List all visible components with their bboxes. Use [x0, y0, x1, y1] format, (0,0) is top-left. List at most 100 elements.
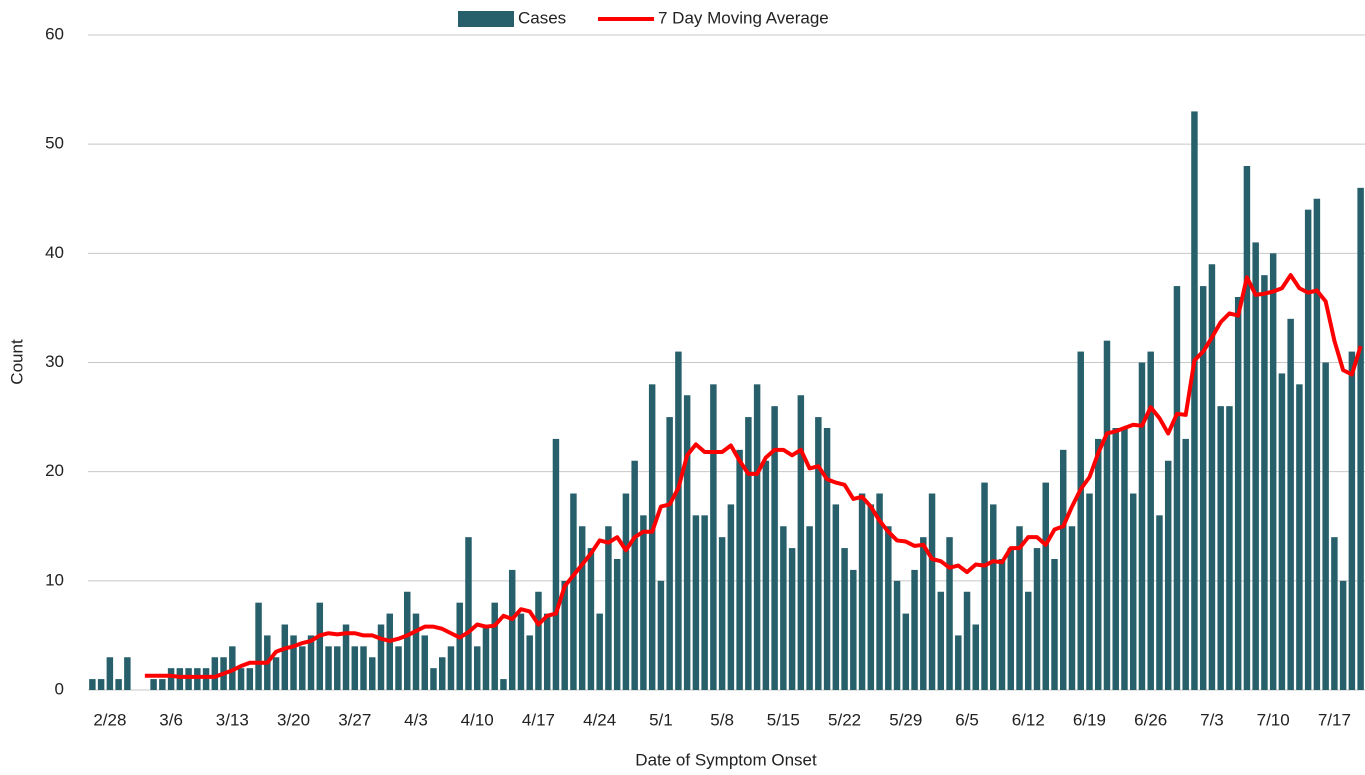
bar	[762, 460, 770, 690]
bar	[272, 657, 280, 690]
y-tick-label: 30	[45, 352, 64, 371]
bar	[1033, 548, 1041, 690]
bar	[1182, 438, 1189, 690]
x-tick-label: 6/12	[1012, 710, 1045, 729]
bar	[596, 613, 603, 690]
bar	[902, 613, 910, 690]
bar	[1147, 351, 1154, 690]
bar	[194, 668, 201, 690]
bar	[841, 548, 848, 690]
bar	[710, 384, 717, 690]
bar	[237, 668, 245, 690]
x-tick-label: 7/17	[1318, 710, 1351, 729]
bar	[447, 646, 455, 690]
y-tick-label: 60	[45, 24, 64, 43]
bar	[334, 646, 341, 690]
bar	[946, 537, 953, 690]
bar	[955, 635, 962, 690]
bar	[246, 668, 254, 690]
bar	[1331, 537, 1338, 690]
bar	[570, 493, 577, 690]
bar	[1217, 406, 1224, 690]
bar	[299, 646, 306, 690]
x-tick-label: 5/8	[710, 710, 734, 729]
bar	[832, 504, 840, 690]
x-tick-label: 6/5	[955, 710, 979, 729]
bar	[815, 417, 822, 690]
x-tick-label: 6/19	[1073, 710, 1106, 729]
bar	[1296, 384, 1303, 690]
bar	[780, 526, 787, 690]
bar	[211, 657, 219, 690]
bar	[1339, 580, 1347, 690]
legend-swatch	[458, 11, 514, 27]
bar	[613, 559, 621, 690]
bar	[290, 635, 297, 690]
bar	[1199, 286, 1207, 690]
x-tick-label: 5/22	[828, 710, 861, 729]
bar	[928, 493, 936, 690]
bar	[963, 591, 971, 690]
bar	[998, 559, 1006, 690]
bar	[377, 624, 385, 690]
bar	[97, 679, 105, 690]
x-tick-label: 4/24	[583, 710, 616, 729]
bar	[456, 602, 463, 690]
bar	[1042, 482, 1049, 690]
bar	[255, 602, 262, 690]
bar	[351, 646, 359, 690]
bar	[561, 580, 568, 690]
bar	[850, 569, 857, 690]
bar	[578, 526, 586, 690]
bar	[1173, 286, 1181, 690]
bar	[124, 657, 131, 690]
bar	[89, 679, 96, 690]
bar	[1226, 406, 1233, 690]
bar	[745, 417, 752, 690]
moving-average-line	[144, 273, 1363, 679]
bar	[1313, 198, 1321, 690]
bar	[106, 657, 114, 690]
bar	[893, 580, 901, 690]
bar	[1304, 209, 1312, 690]
bar	[535, 591, 542, 690]
bar	[342, 624, 350, 690]
bar	[167, 668, 175, 690]
bar	[1094, 438, 1102, 690]
legend-label: Cases	[518, 8, 566, 27]
bar	[736, 449, 743, 690]
bar	[701, 515, 708, 690]
x-tick-label: 7/10	[1257, 710, 1290, 729]
bar	[1129, 493, 1137, 690]
bar	[972, 624, 980, 690]
bar	[307, 635, 315, 690]
bar	[1322, 362, 1329, 690]
x-tick-label: 4/10	[461, 710, 494, 729]
bar	[1025, 591, 1032, 690]
bar	[491, 602, 498, 690]
bar	[1252, 242, 1259, 690]
bar	[1243, 166, 1251, 690]
bar	[937, 591, 945, 690]
bar	[1077, 351, 1084, 690]
bar	[911, 569, 918, 690]
bar	[316, 602, 324, 690]
bar	[727, 504, 735, 690]
bar	[753, 384, 761, 690]
bar	[473, 646, 481, 690]
bar	[325, 646, 332, 690]
bar	[876, 493, 883, 690]
bar	[404, 591, 411, 690]
bar	[360, 646, 367, 690]
bar	[692, 515, 700, 690]
bar	[176, 668, 184, 690]
bar	[631, 460, 638, 690]
bar	[202, 668, 210, 690]
bar	[1348, 351, 1356, 690]
bar	[281, 624, 289, 690]
x-tick-label: 3/13	[216, 710, 249, 729]
bar	[648, 384, 656, 690]
bar	[683, 395, 691, 690]
